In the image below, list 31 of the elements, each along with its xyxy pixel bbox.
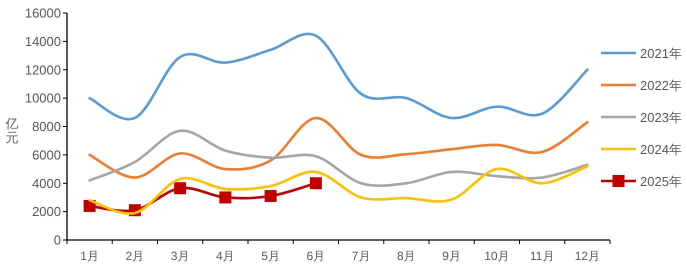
- x-tick-label: 2月: [126, 249, 144, 263]
- x-tick-label: 12月: [574, 249, 600, 263]
- x-tick-label: 7月: [352, 249, 370, 263]
- y-tick-label: 10000: [24, 90, 61, 106]
- legend-label: 2022年: [640, 78, 682, 93]
- y-tick-label: 8000: [32, 119, 61, 134]
- y-tick-label: 2000: [32, 204, 61, 220]
- legend-label: 2023年: [640, 110, 682, 125]
- y-axis-title: 亿元: [4, 116, 18, 145]
- y-tick-label: 4000: [32, 176, 61, 191]
- y-tick-label: 6000: [32, 147, 61, 162]
- x-tick-label: 11月: [530, 249, 554, 263]
- x-tick-label: 9月: [442, 249, 461, 263]
- x-tick-label: 10月: [484, 249, 510, 263]
- point: [174, 182, 186, 194]
- x-tick-label: 6月: [306, 249, 326, 263]
- legend-label: 2025年: [640, 174, 682, 189]
- point: [264, 190, 277, 202]
- y-tick-label: 0: [54, 232, 61, 248]
- x-tick-label: 4月: [216, 249, 235, 263]
- y-tick-label: 14000: [24, 34, 61, 49]
- x-tick-label: 3月: [170, 249, 190, 263]
- legend-label: 2021年: [640, 46, 682, 61]
- legend-label: 2024年: [640, 142, 682, 157]
- y-tick-label: 16000: [24, 6, 61, 20]
- y-tick-label: 12000: [24, 62, 61, 78]
- point: [219, 191, 232, 204]
- x-tick-label: 8月: [397, 249, 416, 263]
- x-tick-label: 5月: [261, 249, 280, 263]
- point: [310, 177, 322, 190]
- x-tick-label: 1月: [80, 249, 99, 263]
